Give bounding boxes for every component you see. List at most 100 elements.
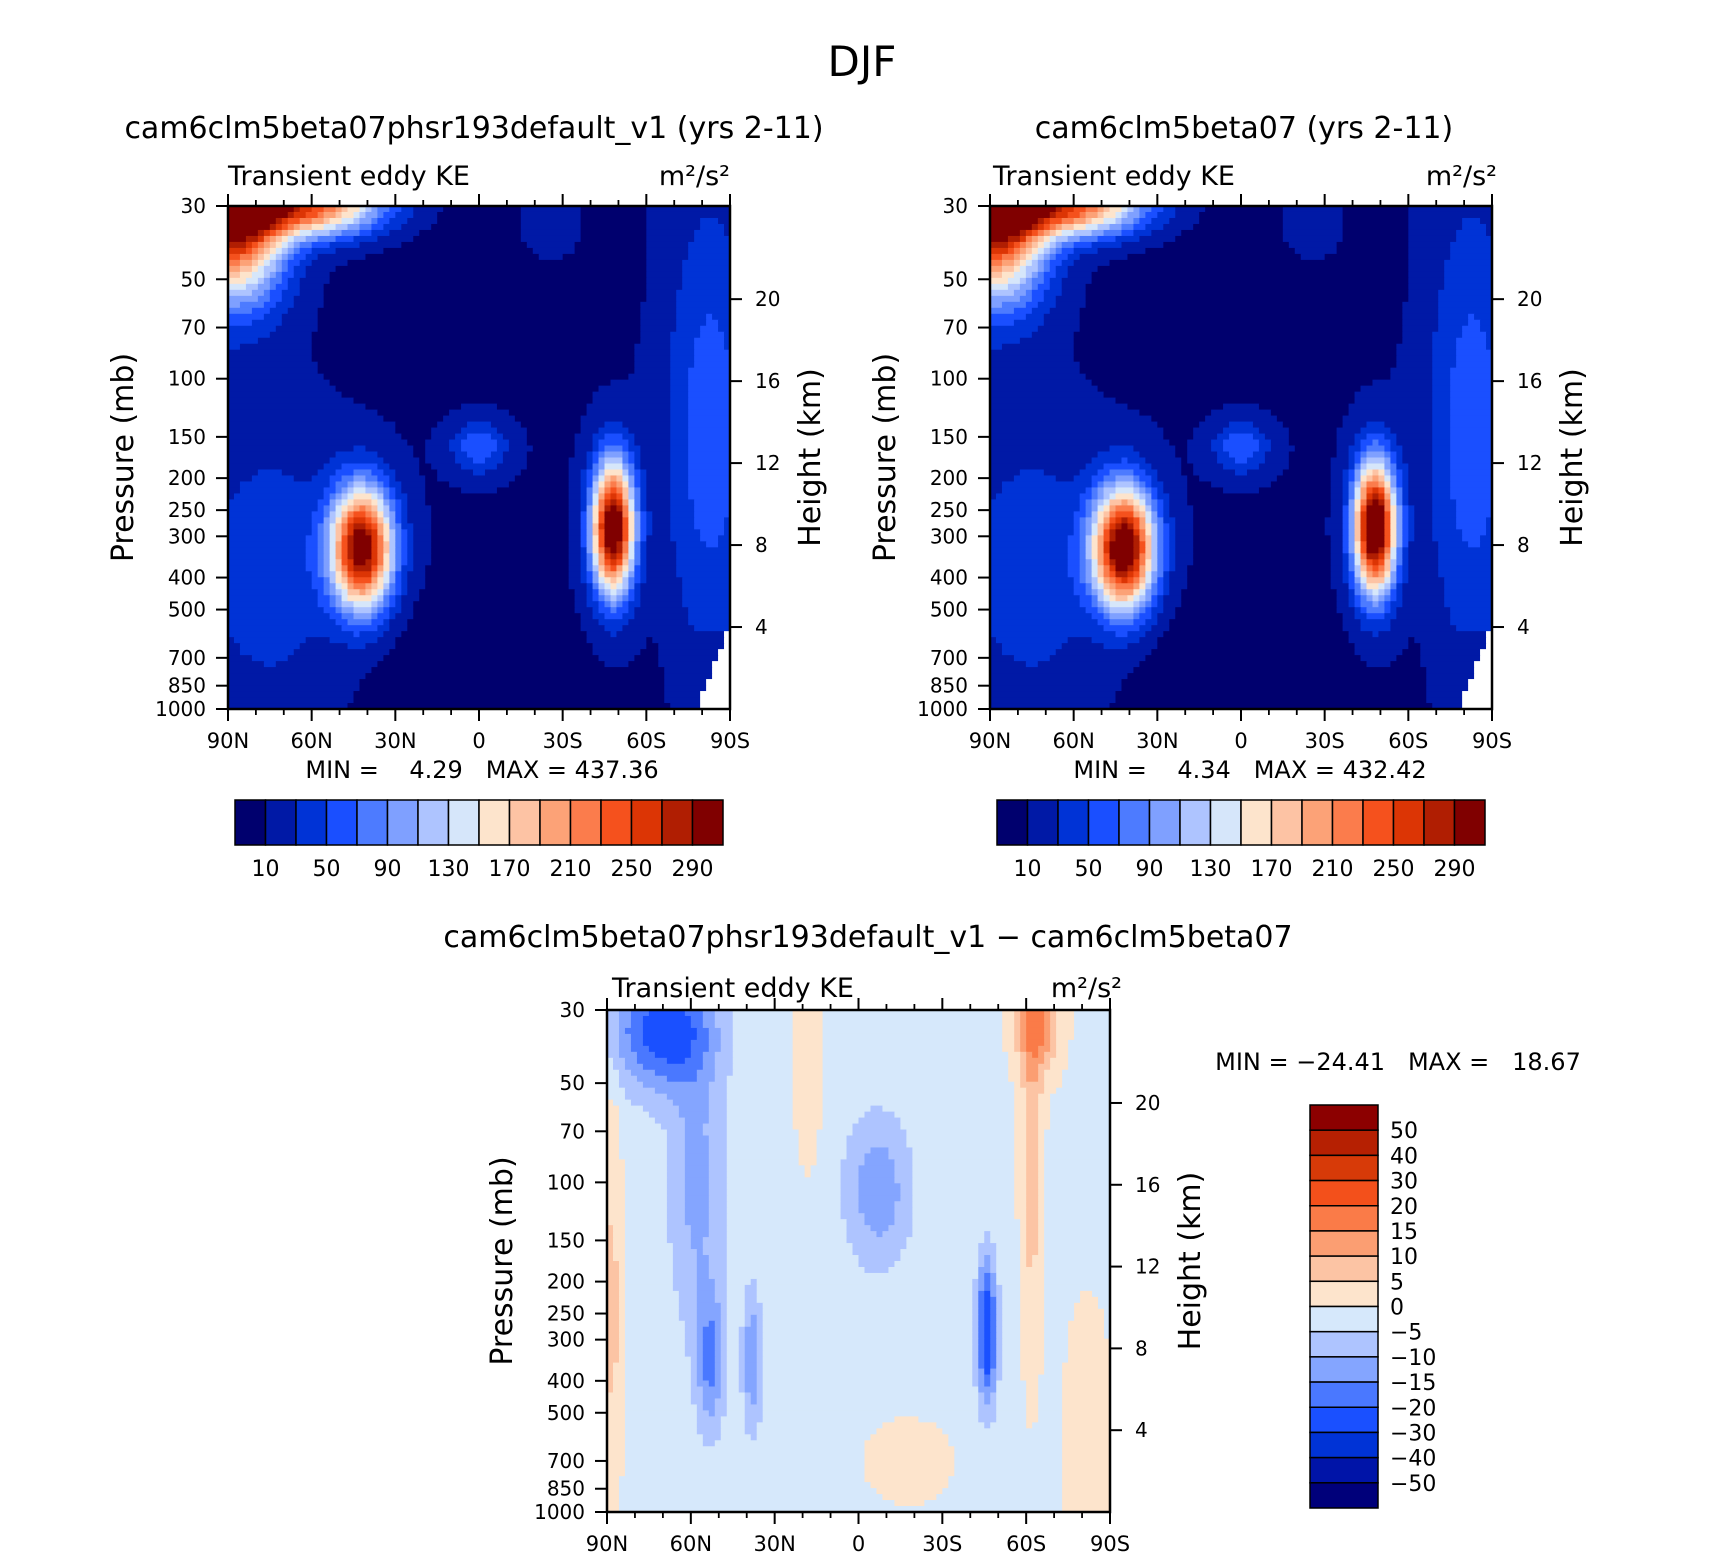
contour-cell <box>690 1231 710 1238</box>
contour-cell <box>1169 565 1176 572</box>
contour-cell <box>870 1225 890 1232</box>
contour-cell <box>1145 547 1152 554</box>
contour-cell <box>1258 403 1350 411</box>
contour-cell <box>1038 1045 1051 1053</box>
colorbar-box <box>234 799 267 846</box>
contour-cell <box>1007 241 1015 249</box>
contour-cell <box>365 487 378 495</box>
contour-cell <box>1390 547 1397 554</box>
contour-cell <box>257 337 313 345</box>
contour-cell <box>882 1231 913 1238</box>
contour-cell <box>1486 517 1493 524</box>
contour-cell <box>592 463 600 471</box>
contour-cell <box>670 367 689 375</box>
contour-cell <box>714 1356 722 1364</box>
contour-cell <box>640 589 683 596</box>
contour-cell <box>1193 463 1224 471</box>
contour-cell <box>1151 229 1182 237</box>
contour-cell <box>1014 1147 1027 1155</box>
contour-cell <box>696 1272 710 1280</box>
contour-cell <box>607 1470 626 1477</box>
contour-cell <box>353 469 373 477</box>
contour-cell <box>1432 427 1451 435</box>
contour-cell <box>1049 259 1063 267</box>
contour-cell <box>568 505 582 512</box>
contour-cell <box>666 1177 686 1184</box>
contour-cell <box>666 1159 686 1166</box>
contour-cell <box>580 481 588 489</box>
contour-cell <box>732 1039 794 1047</box>
contour-cell <box>1014 1153 1027 1161</box>
contour-cell <box>245 241 253 249</box>
contour-cell <box>228 517 313 524</box>
colorbar-box <box>1309 1280 1379 1308</box>
contour-cell <box>1444 589 1493 596</box>
contour-cell <box>574 595 588 602</box>
contour-cell <box>628 445 641 453</box>
contour-cell <box>607 1051 620 1059</box>
contour-cell <box>688 433 731 441</box>
contour-cell <box>263 313 283 321</box>
contour-cell <box>1270 439 1290 447</box>
contour-cell <box>1390 517 1397 524</box>
contour-cell <box>228 511 313 518</box>
contour-cell <box>1438 565 1493 572</box>
contour-cell <box>622 577 630 584</box>
contour-cell <box>228 463 325 471</box>
contour-cell <box>389 583 396 590</box>
contour-cell <box>1181 589 1338 596</box>
contour-cell <box>1091 547 1099 554</box>
contour-cell <box>371 565 379 572</box>
contour-cell <box>1450 619 1493 626</box>
contour-cell <box>598 511 606 518</box>
contour-cell <box>1020 1272 1045 1280</box>
contour-cell <box>1426 685 1469 692</box>
contour-cell <box>1062 1506 1111 1513</box>
contour-cell <box>1360 451 1368 459</box>
contour-cell <box>694 511 731 518</box>
contour-cell <box>1079 499 1087 507</box>
contour-cell <box>1145 247 1296 255</box>
contour-cell <box>628 427 671 435</box>
contour-cell <box>299 223 313 231</box>
contour-cell <box>634 499 641 507</box>
contour-cell <box>1169 547 1176 554</box>
contour-cell <box>1354 517 1362 524</box>
colorbar-box <box>1026 799 1059 846</box>
contour-cell <box>1097 505 1105 512</box>
contour-cell <box>1038 1099 1051 1107</box>
contour-cell <box>634 367 671 375</box>
contour-cell <box>347 547 355 554</box>
contour-cell <box>1020 1290 1045 1298</box>
contour-cell <box>1408 535 1415 542</box>
contour-cell <box>792 1027 824 1035</box>
contour-cell <box>1348 553 1356 560</box>
contour-cell <box>1336 451 1350 459</box>
contour-cell <box>990 517 1075 524</box>
contour-cell <box>1366 595 1374 602</box>
contour-cell <box>1187 445 1212 453</box>
contour-cell <box>1001 481 1093 489</box>
contour-cell <box>1038 1231 1045 1238</box>
y-tick-label: 200 <box>168 466 206 490</box>
contour-cell <box>990 241 1009 249</box>
contour-cell <box>1408 481 1433 489</box>
contour-cell <box>714 1344 722 1352</box>
contour-cell <box>984 1278 991 1286</box>
contour-cell <box>690 1362 698 1370</box>
contour-cell <box>1025 247 1033 255</box>
contour-cell <box>696 1069 716 1077</box>
contour-cell <box>1366 523 1386 530</box>
contour-cell <box>1205 415 1278 423</box>
contour-cell <box>1157 553 1164 560</box>
contour-cell <box>672 1266 698 1274</box>
contour-cell <box>1169 511 1194 518</box>
contour-cell <box>1109 493 1117 501</box>
contour-cell <box>1408 253 1451 261</box>
contour-cell <box>1055 649 1152 656</box>
contour-cell <box>1360 529 1368 536</box>
contour-cell <box>1384 505 1392 512</box>
contour-cell <box>702 1063 716 1071</box>
contour-cell <box>670 361 695 369</box>
contour-cell <box>377 487 384 495</box>
